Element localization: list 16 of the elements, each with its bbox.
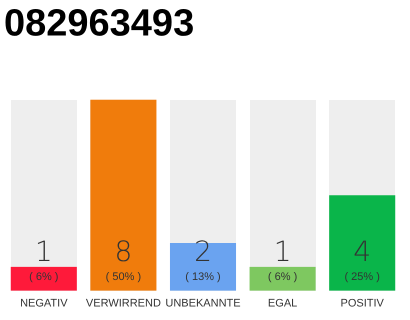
x-tick-label: VERWIRREND (86, 297, 161, 310)
annotation: ( 50% ) (106, 270, 142, 283)
annotation: ( 25% ) (344, 270, 380, 283)
data-label: 4 (353, 234, 372, 268)
data-label: 8 (114, 234, 132, 268)
chart-title: 082963493 (4, 2, 194, 44)
x-tick-label: UNBEKANNTE (165, 297, 241, 310)
data-label: 1 (34, 234, 53, 268)
data-label: 2 (194, 234, 212, 268)
data-label: 1 (274, 234, 292, 268)
x-tick-label: EGAL (268, 297, 298, 310)
annotation: ( 13% ) (185, 270, 221, 283)
annotation: ( 6% ) (268, 270, 298, 283)
x-tick-label: NEGATIV (20, 297, 68, 310)
annotation: ( 6% ) (29, 270, 58, 283)
x-tick-label: POSITIV (340, 297, 385, 310)
